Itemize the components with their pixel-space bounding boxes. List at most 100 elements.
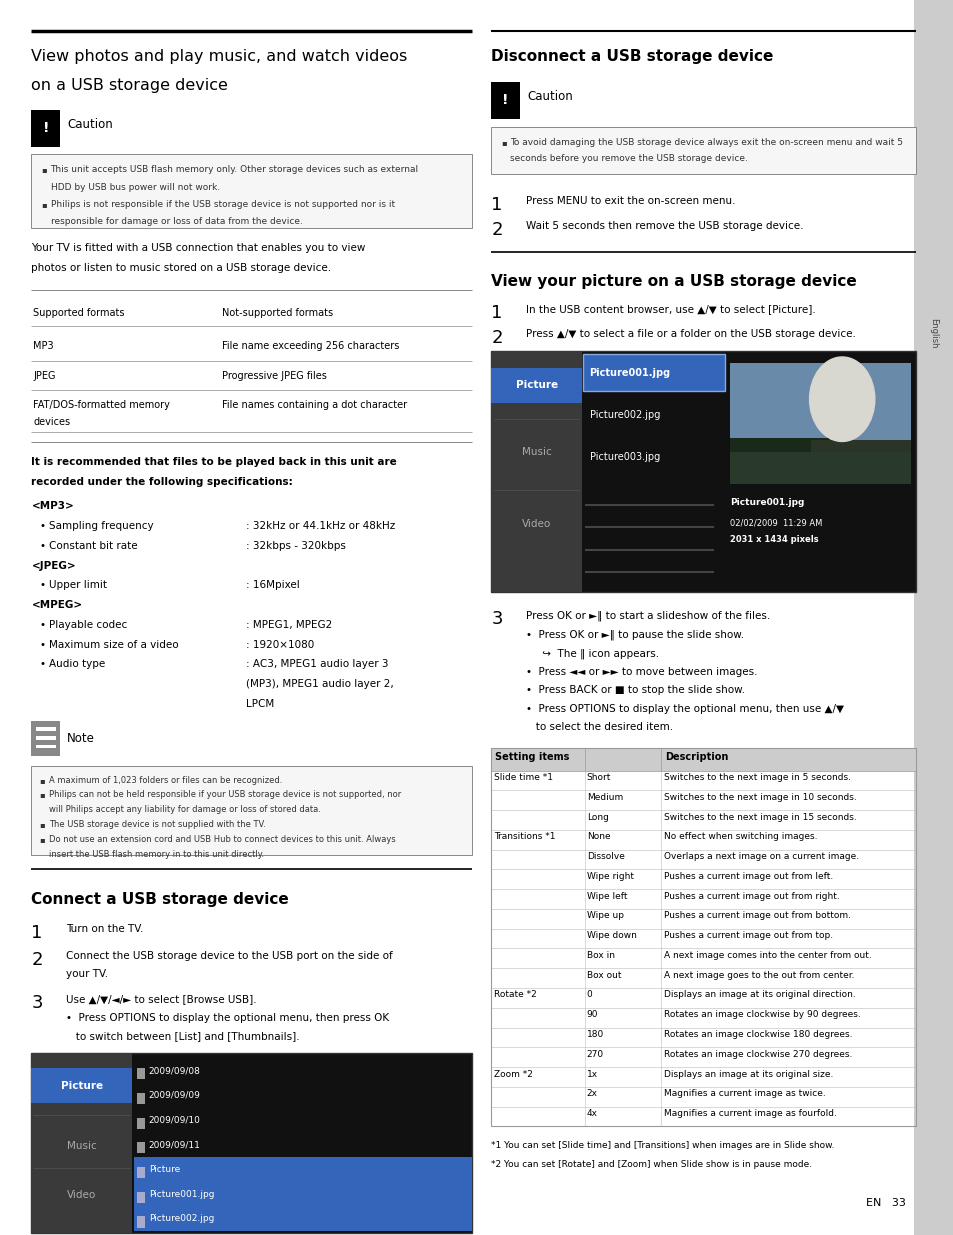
Text: 1x: 1x xyxy=(586,1070,598,1078)
Bar xyxy=(137,1142,145,1153)
Text: to switch between [List] and [Thumbnails].: to switch between [List] and [Thumbnails… xyxy=(66,1031,299,1041)
Bar xyxy=(31,721,59,756)
Bar xyxy=(810,440,910,452)
Text: Maximum size of a video: Maximum size of a video xyxy=(49,640,178,650)
Text: 2031 x 1434 pixels: 2031 x 1434 pixels xyxy=(729,536,818,545)
Text: ▪: ▪ xyxy=(39,790,45,799)
Text: !: ! xyxy=(502,93,508,107)
Text: •: • xyxy=(39,659,45,669)
Text: : 32kHz or 44.1kHz or 48kHz: : 32kHz or 44.1kHz or 48kHz xyxy=(246,521,395,531)
Bar xyxy=(31,1053,132,1233)
Text: Pushes a current image out from bottom.: Pushes a current image out from bottom. xyxy=(663,911,850,920)
Text: Connect the USB storage device to the USB port on the side of: Connect the USB storage device to the US… xyxy=(66,951,393,961)
Bar xyxy=(31,154,472,228)
Text: Picture001.jpg: Picture001.jpg xyxy=(589,368,670,378)
Text: Wipe up: Wipe up xyxy=(586,911,623,920)
Text: View your picture on a USB storage device: View your picture on a USB storage devic… xyxy=(491,274,856,289)
Text: HDD by USB bus power will not work.: HDD by USB bus power will not work. xyxy=(51,183,219,191)
Text: •: • xyxy=(39,580,45,590)
Text: to select the desired item.: to select the desired item. xyxy=(525,722,672,732)
Text: Picture001.jpg: Picture001.jpg xyxy=(149,1189,214,1199)
Text: Upper limit: Upper limit xyxy=(49,580,107,590)
Text: 90: 90 xyxy=(586,1010,598,1019)
Text: Progressive JPEG files: Progressive JPEG files xyxy=(222,370,327,380)
Text: Not-supported formats: Not-supported formats xyxy=(222,308,333,317)
Text: LPCM: LPCM xyxy=(246,699,274,709)
Text: Supported formats: Supported formats xyxy=(33,308,125,317)
Text: will Philips accept any liability for damage or loss of stored data.: will Philips accept any liability for da… xyxy=(49,805,320,814)
Text: JPEG: JPEG xyxy=(33,370,56,380)
Text: To avoid damaging the USB storage device always exit the on-screen menu and wait: To avoid damaging the USB storage device… xyxy=(510,138,902,147)
Text: 2: 2 xyxy=(31,951,43,969)
Text: Turn on the TV.: Turn on the TV. xyxy=(66,924,143,934)
Text: Playable codec: Playable codec xyxy=(49,620,127,630)
Text: Picture003.jpg: Picture003.jpg xyxy=(589,452,659,462)
Text: None: None xyxy=(586,832,610,841)
Bar xyxy=(729,363,910,484)
Text: Press MENU to exit the on-screen menu.: Press MENU to exit the on-screen menu. xyxy=(525,196,735,206)
Text: Constant bit rate: Constant bit rate xyxy=(49,541,137,551)
Bar xyxy=(491,368,581,403)
Text: <MPEG>: <MPEG> xyxy=(31,600,83,610)
Circle shape xyxy=(809,357,874,441)
Text: Slide time *1: Slide time *1 xyxy=(494,773,553,782)
Bar xyxy=(729,363,910,441)
Text: •: • xyxy=(39,620,45,630)
Text: ▪: ▪ xyxy=(500,138,506,147)
Text: : 16Mpixel: : 16Mpixel xyxy=(246,580,299,590)
Text: Switches to the next image in 15 seconds.: Switches to the next image in 15 seconds… xyxy=(663,813,856,821)
Text: Press OK or ►‖ to start a slideshow of the files.: Press OK or ►‖ to start a slideshow of t… xyxy=(525,610,769,621)
Text: 2009/09/08: 2009/09/08 xyxy=(149,1066,200,1076)
Text: Pushes a current image out from left.: Pushes a current image out from left. xyxy=(663,872,832,881)
Text: 1: 1 xyxy=(31,924,43,942)
Text: Do not use an extension cord and USB Hub to connect devices to this unit. Always: Do not use an extension cord and USB Hub… xyxy=(49,835,395,844)
Text: Wipe left: Wipe left xyxy=(586,892,626,900)
Text: recorded under the following specifications:: recorded under the following specificati… xyxy=(31,477,293,487)
Text: photos or listen to music stored on a USB storage device.: photos or listen to music stored on a US… xyxy=(31,263,332,273)
Bar xyxy=(729,450,910,484)
Text: 180: 180 xyxy=(586,1030,603,1039)
Text: : 1920×1080: : 1920×1080 xyxy=(246,640,314,650)
Bar xyxy=(137,1192,145,1203)
Text: *2 You can set [Rotate] and [Zoom] when Slide show is in pause mode.: *2 You can set [Rotate] and [Zoom] when … xyxy=(491,1160,812,1168)
Text: 2: 2 xyxy=(491,329,502,347)
Text: ▪: ▪ xyxy=(41,165,47,174)
Text: Magnifies a current image as fourfold.: Magnifies a current image as fourfold. xyxy=(663,1109,836,1118)
Text: Picture: Picture xyxy=(60,1081,103,1091)
Text: Overlaps a next image on a current image.: Overlaps a next image on a current image… xyxy=(663,852,859,861)
Text: ▪: ▪ xyxy=(39,835,45,844)
Text: Setting items: Setting items xyxy=(495,752,569,762)
Text: Your TV is fitted with a USB connection that enables you to view: Your TV is fitted with a USB connection … xyxy=(31,243,365,253)
Text: Music: Music xyxy=(67,1141,96,1151)
Text: A next image comes into the center from out.: A next image comes into the center from … xyxy=(663,951,871,960)
Text: Music: Music xyxy=(521,447,551,457)
Text: Audio type: Audio type xyxy=(49,659,105,669)
Bar xyxy=(913,0,953,1235)
Text: Rotates an image clockwise 270 degrees.: Rotates an image clockwise 270 degrees. xyxy=(663,1050,851,1058)
Text: ▪: ▪ xyxy=(39,776,45,784)
Text: Zoom *2: Zoom *2 xyxy=(494,1070,533,1078)
Text: EN   33: EN 33 xyxy=(865,1198,905,1208)
Text: File names containing a dot character: File names containing a dot character xyxy=(222,400,407,410)
Text: View photos and play music, and watch videos: View photos and play music, and watch vi… xyxy=(31,49,407,64)
Text: <MP3>: <MP3> xyxy=(31,501,74,511)
Text: 2009/09/10: 2009/09/10 xyxy=(149,1115,200,1125)
Text: 2009/09/09: 2009/09/09 xyxy=(149,1091,200,1100)
Text: 4x: 4x xyxy=(586,1109,598,1118)
Text: It is recommended that files to be played back in this unit are: It is recommended that files to be playe… xyxy=(31,457,396,467)
Text: Video: Video xyxy=(67,1191,96,1200)
Text: responsible for damage or loss of data from the device.: responsible for damage or loss of data f… xyxy=(51,217,302,226)
Text: •  Press ◄◄ or ►► to move between images.: • Press ◄◄ or ►► to move between images. xyxy=(525,667,757,677)
Bar xyxy=(491,351,581,592)
Text: !: ! xyxy=(43,121,49,136)
Bar xyxy=(31,1068,132,1103)
Bar xyxy=(491,748,915,1126)
Text: Picture002.jpg: Picture002.jpg xyxy=(589,410,659,420)
Bar xyxy=(31,110,60,147)
Bar xyxy=(491,748,915,771)
Text: •: • xyxy=(39,541,45,551)
Text: Note: Note xyxy=(67,732,95,745)
Text: 1: 1 xyxy=(491,196,502,215)
Bar xyxy=(36,745,56,748)
Text: Wipe down: Wipe down xyxy=(586,931,636,940)
